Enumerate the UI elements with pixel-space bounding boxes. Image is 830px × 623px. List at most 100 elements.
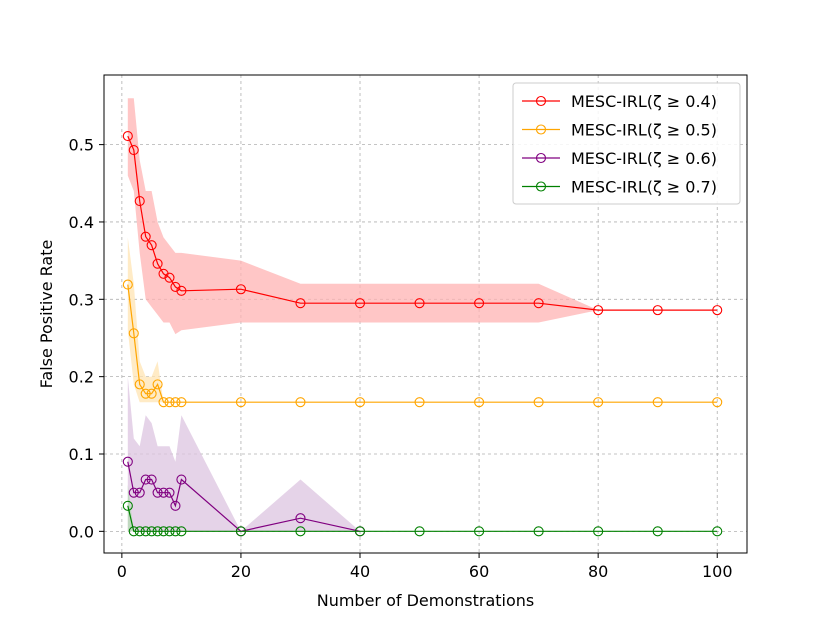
y-tick-label: 0.1 [69, 445, 94, 464]
data-point [128, 328, 139, 339]
series-markers [122, 131, 723, 537]
data-point [152, 526, 163, 537]
data-point [593, 305, 604, 316]
data-point [146, 388, 157, 399]
plot-frame [103, 74, 748, 554]
x-tick-label: 80 [588, 562, 608, 581]
y-tick-label: 0.4 [69, 213, 94, 232]
legend-box [512, 82, 741, 205]
series-line-1 [127, 135, 718, 311]
data-point [652, 526, 663, 537]
data-point [134, 379, 145, 390]
data-point [164, 272, 175, 283]
x-tick-label: 20 [231, 562, 251, 581]
data-point [354, 526, 366, 537]
data-point [652, 305, 663, 316]
data-point [474, 298, 485, 309]
data-point [122, 279, 133, 290]
data-point [295, 397, 306, 408]
data-point [235, 284, 246, 295]
data-point [152, 258, 163, 269]
data-point [146, 526, 157, 537]
data-point [295, 513, 306, 524]
data-point [474, 526, 485, 537]
data-point [158, 526, 169, 537]
data-point [164, 397, 175, 408]
x-tick-label: 60 [469, 562, 489, 581]
legend-label: MESC-IRL(ζ ≥ 0.5) [571, 121, 717, 140]
data-point [176, 285, 187, 296]
data-point [170, 500, 181, 511]
data-point [152, 379, 163, 390]
series-lines [127, 135, 718, 532]
data-point [140, 474, 151, 485]
legend-marker [535, 124, 547, 135]
legend-label: MESC-IRL(ζ ≥ 0.7) [571, 178, 717, 197]
y-tick-label: 0.5 [69, 136, 94, 155]
data-point [176, 397, 187, 408]
data-point [134, 526, 145, 537]
data-point [414, 397, 425, 408]
x-axis-label: Number of Demonstrations [317, 591, 535, 610]
data-point [122, 131, 133, 142]
data-point [235, 397, 246, 408]
legend-marker [535, 152, 547, 164]
data-point [170, 397, 181, 408]
y-axis-label: False Positive Rate [37, 240, 56, 389]
data-point [158, 397, 169, 408]
data-point [128, 487, 139, 498]
x-tick-label: 40 [350, 562, 370, 581]
series-line-4 [127, 505, 718, 532]
x-tick-label: 100 [702, 562, 733, 581]
data-point [712, 305, 723, 316]
data-point [354, 397, 366, 408]
data-point [146, 240, 157, 251]
data-point [176, 474, 187, 485]
data-point [354, 298, 366, 309]
data-point [593, 526, 604, 537]
series-line-2 [127, 284, 718, 403]
confidence-band-1 [127, 98, 718, 335]
data-point [140, 231, 151, 242]
data-point [712, 397, 723, 408]
data-point [414, 298, 425, 309]
data-point [593, 397, 604, 408]
data-point [152, 487, 163, 498]
y-tick-label: 0.3 [69, 290, 94, 309]
data-point [295, 526, 306, 537]
data-point [414, 526, 425, 537]
legend: MESC-IRL(ζ ≥ 0.4) MESC-IRL(ζ ≥ 0.5) MESC-I… [512, 82, 741, 205]
legend-marker [535, 181, 547, 192]
confidence-bands [127, 98, 718, 532]
data-point [122, 456, 133, 467]
data-point [176, 526, 187, 537]
y-tick-label: 0.0 [69, 522, 94, 541]
data-point [140, 388, 151, 399]
data-point [164, 487, 175, 498]
data-point [533, 298, 544, 309]
data-point [170, 526, 181, 537]
data-point [122, 500, 133, 511]
data-point [128, 144, 139, 156]
data-point [146, 474, 157, 485]
data-point [235, 526, 246, 537]
data-point [134, 487, 145, 498]
data-point [533, 397, 544, 408]
data-point [533, 526, 544, 537]
legend-label: MESC-IRL(ζ ≥ 0.6) [571, 149, 717, 168]
confidence-band-3 [127, 376, 360, 532]
data-point [474, 397, 485, 408]
data-point [712, 526, 723, 537]
data-point [295, 298, 306, 309]
data-point [140, 526, 151, 537]
data-point [134, 196, 145, 207]
x-axis-ticks: 0 20 40 60 80 100 [117, 553, 733, 581]
y-tick-label: 0.2 [69, 368, 94, 387]
legend-marker [535, 95, 547, 107]
legend-label: MESC-IRL(ζ ≥ 0.4) [571, 92, 717, 111]
data-point [128, 526, 139, 537]
y-axis-ticks: 0.0 0.1 0.2 0.3 0.4 0.5 [69, 136, 104, 541]
data-point [652, 397, 663, 408]
x-tick-label: 0 [117, 562, 127, 581]
